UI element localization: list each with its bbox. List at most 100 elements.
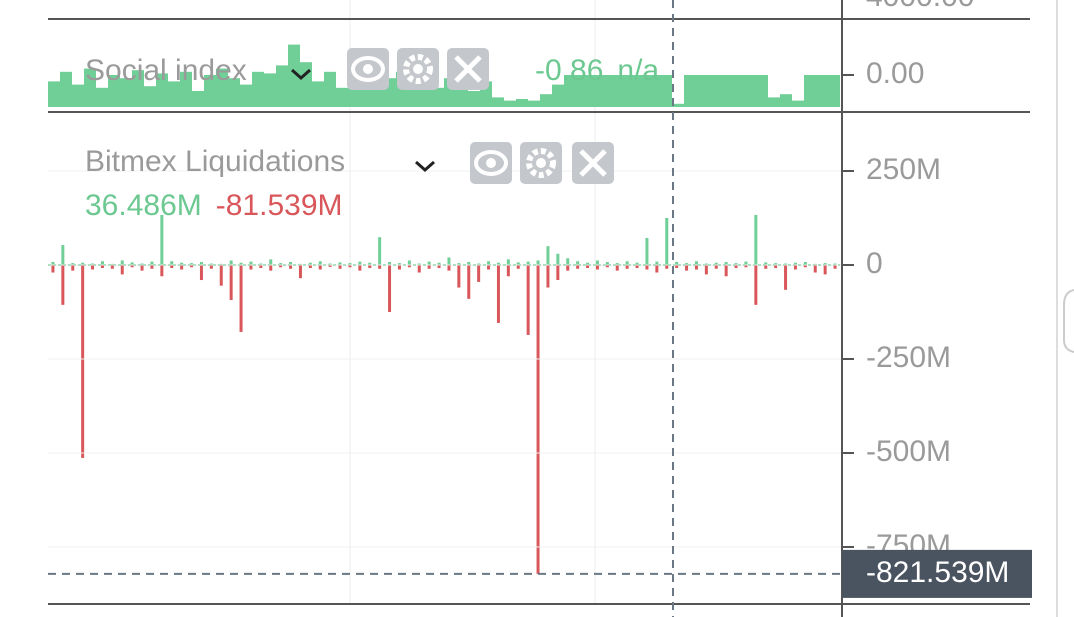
bar (336, 87, 348, 107)
eye-button[interactable] (347, 48, 389, 90)
settings-button[interactable] (397, 48, 439, 90)
bar (71, 263, 75, 265)
bar (605, 264, 609, 268)
bar (665, 264, 669, 269)
bar (528, 100, 540, 107)
bar (91, 263, 95, 265)
bar (144, 86, 156, 107)
bar (279, 263, 283, 265)
eye-button[interactable] (470, 142, 512, 184)
bar (288, 44, 300, 107)
bar (685, 264, 689, 271)
bar (388, 264, 392, 312)
bar (249, 264, 253, 270)
bar (61, 264, 65, 305)
bar (328, 263, 332, 265)
bar (612, 75, 624, 107)
bar (96, 87, 108, 107)
bar (714, 262, 718, 265)
bar (209, 263, 213, 265)
bar (774, 264, 778, 269)
bar (536, 260, 540, 265)
bar (61, 245, 65, 265)
bar (803, 261, 807, 265)
bar (615, 263, 619, 265)
bar (744, 75, 756, 107)
bar (672, 103, 684, 107)
bar (600, 75, 612, 107)
bar (199, 261, 203, 265)
bar (768, 97, 780, 107)
bar (432, 87, 444, 107)
bar (130, 264, 134, 268)
bar (81, 262, 85, 265)
bar (780, 94, 792, 107)
bar (100, 261, 104, 265)
bar (110, 264, 114, 269)
bar (279, 264, 283, 268)
bar (328, 264, 332, 267)
y-tick-label: 0 (866, 247, 883, 280)
bar (160, 264, 164, 277)
bar (635, 264, 639, 269)
bar (358, 264, 362, 271)
collapse-chevron[interactable] (415, 160, 435, 173)
bar (536, 264, 540, 574)
bar (732, 75, 744, 107)
bar (264, 73, 276, 107)
bar (675, 264, 679, 269)
bar (635, 262, 639, 265)
collapse-chevron[interactable] (291, 68, 311, 81)
readout: -0.86 (535, 54, 603, 87)
bar (648, 75, 660, 107)
readout: -81.539M (216, 189, 343, 222)
cut-tick-label: 4000.00 (866, 0, 974, 13)
bar (675, 261, 679, 265)
bar (595, 260, 599, 265)
bar (813, 264, 817, 273)
bar (110, 263, 114, 265)
bar (720, 75, 732, 107)
bar (289, 261, 293, 265)
bar (397, 263, 401, 265)
bar (437, 264, 441, 269)
bar (468, 91, 480, 107)
remove-button[interactable] (447, 48, 489, 90)
bar (170, 261, 174, 265)
bar (516, 262, 520, 265)
bar (566, 258, 570, 265)
bar (556, 264, 560, 281)
bar (209, 264, 213, 269)
bar (660, 75, 672, 107)
bar (60, 71, 72, 107)
bar (378, 264, 382, 269)
bar (764, 262, 768, 265)
bar (252, 71, 264, 107)
settings-button[interactable] (520, 142, 562, 184)
bar (269, 264, 273, 271)
bar (140, 264, 144, 271)
bar (240, 84, 252, 107)
bar (348, 263, 352, 265)
bar (784, 264, 788, 290)
bar (467, 264, 471, 299)
bar (378, 237, 382, 265)
bar (81, 264, 85, 458)
bar (216, 68, 228, 107)
bar (526, 264, 530, 335)
bar (645, 237, 649, 265)
bar (229, 260, 233, 265)
bar (388, 261, 392, 265)
bar (368, 264, 372, 269)
bar (487, 261, 491, 265)
bar (665, 217, 669, 265)
bar (477, 263, 481, 265)
bar (120, 264, 124, 275)
bar (308, 264, 312, 269)
bar (190, 264, 194, 268)
bar (338, 264, 342, 269)
bar (576, 75, 588, 107)
remove-button[interactable] (572, 142, 614, 184)
bar (447, 264, 451, 271)
